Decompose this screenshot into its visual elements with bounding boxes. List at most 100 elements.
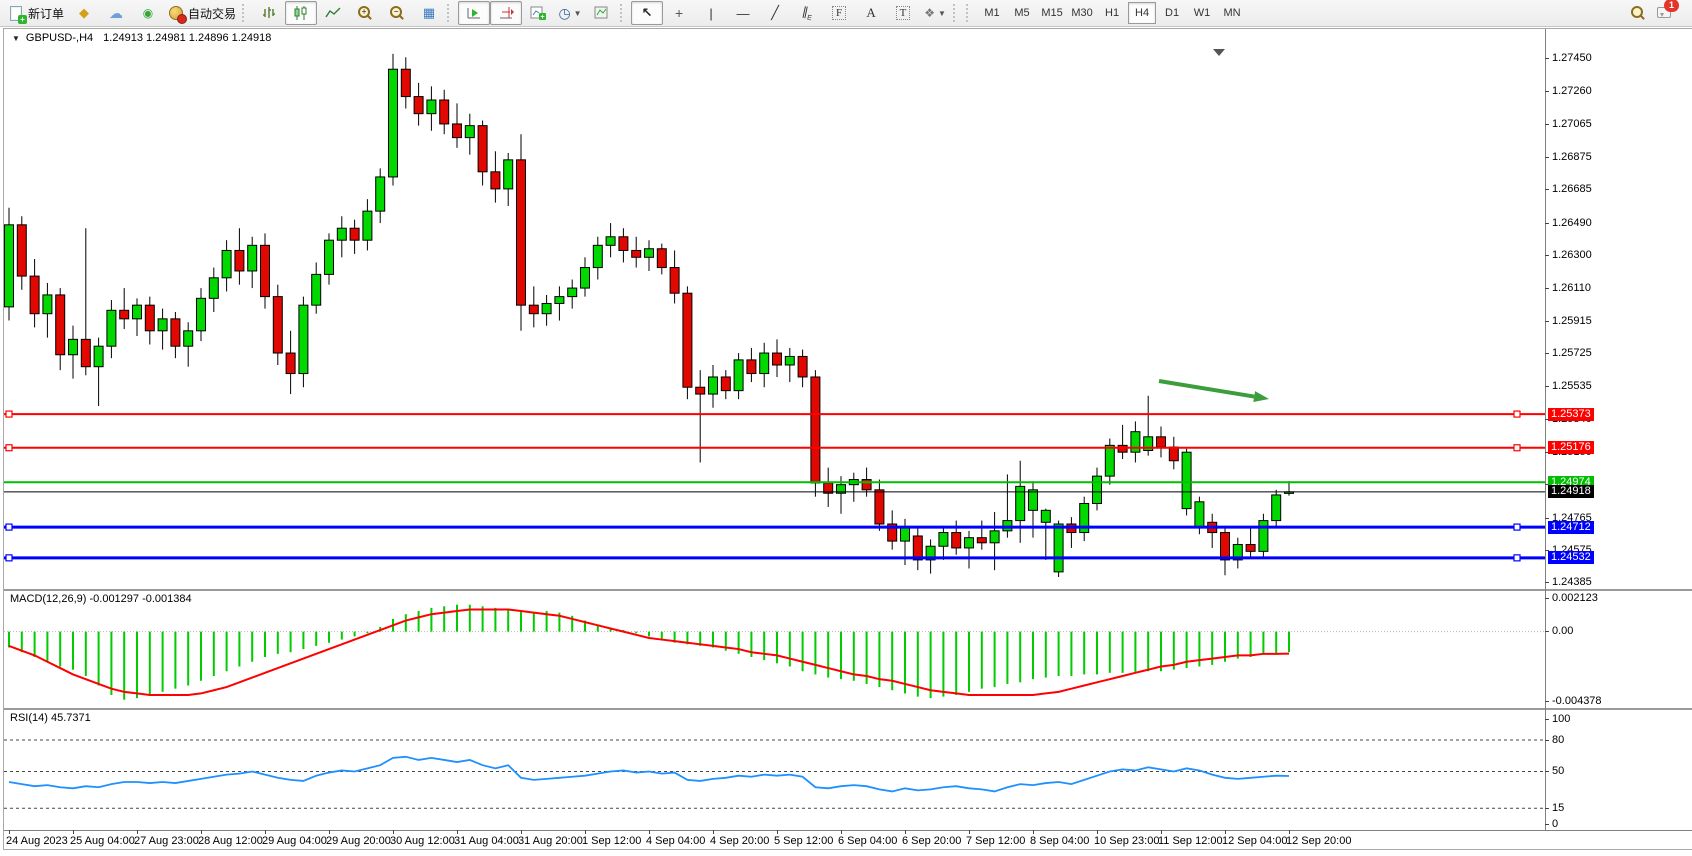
macd-pane[interactable] bbox=[4, 591, 1545, 708]
candle bbox=[695, 386, 706, 395]
rsi-pane[interactable] bbox=[4, 710, 1545, 828]
chart-ohlc-values: 1.24913 1.24981 1.24896 1.24918 bbox=[103, 32, 272, 44]
auto-scroll-button[interactable] bbox=[458, 1, 491, 25]
time-axis-tick: 12 Sep 04:00 bbox=[1222, 835, 1288, 847]
rsi-axis-tick: 15 bbox=[1552, 801, 1565, 814]
tile-windows-button[interactable]: ▦ bbox=[422, 5, 436, 20]
candle bbox=[298, 304, 309, 375]
candle bbox=[221, 249, 232, 279]
toolbar-separator bbox=[620, 4, 626, 22]
time-axis[interactable]: 24 Aug 2023 25 Aug 04:00 27 Aug 23:00 28 Au… bbox=[4, 830, 1692, 848]
candle bbox=[29, 275, 40, 315]
auto-trading-button[interactable]: 自动交易 bbox=[164, 1, 240, 25]
candle bbox=[989, 530, 1000, 544]
timeframe-m15-button[interactable]: M15 bbox=[1041, 7, 1063, 19]
pane-separator-macd[interactable] bbox=[4, 589, 1692, 591]
equidistant-channel-button[interactable]: ∥E bbox=[800, 3, 812, 23]
timeframe-toolbar: M1 M5 M15 M30 H1 H4 D1 W1 MN bbox=[964, 2, 1247, 24]
news-feed-button[interactable]: ◉ bbox=[142, 6, 154, 20]
fibonacci-button[interactable]: F bbox=[823, 1, 855, 25]
crosshair-button[interactable]: + bbox=[674, 5, 684, 21]
candle bbox=[720, 376, 731, 392]
price-pane[interactable] bbox=[4, 47, 1545, 589]
candle bbox=[452, 123, 462, 139]
search-icon[interactable] bbox=[1630, 5, 1646, 21]
candle bbox=[1245, 544, 1256, 552]
candle bbox=[580, 267, 590, 289]
candle bbox=[336, 227, 347, 241]
candle bbox=[1040, 509, 1051, 523]
candle bbox=[119, 309, 130, 320]
price-axis-tick: 1.25915 bbox=[1552, 314, 1592, 327]
chart-shift-marker[interactable] bbox=[1213, 49, 1225, 56]
pane-separator-rsi[interactable] bbox=[4, 708, 1692, 710]
candlestick-mode-button[interactable] bbox=[285, 1, 318, 25]
rsi-axis-tick: 0 bbox=[1552, 817, 1559, 830]
time-axis-tick: 4 Sep 20:00 bbox=[710, 835, 770, 847]
candle bbox=[324, 239, 334, 275]
timeframe-h4-button[interactable]: H4 bbox=[1128, 2, 1157, 24]
new-chart-button[interactable]: +▼ bbox=[522, 1, 554, 25]
templates-button[interactable]: ▼ bbox=[586, 1, 618, 25]
zoom-in-button[interactable]: + bbox=[349, 1, 381, 25]
candle bbox=[1168, 446, 1179, 462]
candle bbox=[106, 309, 117, 347]
chart-profile-button[interactable]: ◆ bbox=[79, 5, 90, 20]
toolbar-separator bbox=[953, 4, 959, 22]
candle bbox=[951, 532, 962, 549]
candle bbox=[260, 244, 270, 298]
time-axis-tick: 31 Aug 20:00 bbox=[518, 835, 583, 847]
candle bbox=[144, 304, 155, 332]
price-tag-1.24712: 1.24712 bbox=[1548, 520, 1594, 534]
cursor-button[interactable]: ↖ bbox=[631, 1, 664, 25]
candle bbox=[234, 249, 245, 272]
periods-button[interactable]: ◷ ▼ bbox=[558, 4, 582, 21]
text-tool-button[interactable]: A bbox=[866, 5, 876, 20]
candle bbox=[490, 171, 501, 190]
candle bbox=[541, 302, 552, 315]
trendline-tool-button[interactable]: ╱ bbox=[771, 5, 779, 20]
shapes-button[interactable]: ❖ ▼ bbox=[924, 6, 946, 20]
candle bbox=[746, 359, 757, 375]
candle bbox=[925, 545, 936, 561]
timeframe-m1-button[interactable]: M1 bbox=[984, 7, 1000, 19]
candle bbox=[132, 304, 142, 320]
timeframe-h1-button[interactable]: H1 bbox=[1105, 7, 1120, 19]
macd-axis-tick: -0.004378 bbox=[1552, 694, 1602, 707]
candle bbox=[439, 99, 450, 125]
line-chart-mode-button[interactable] bbox=[317, 1, 349, 25]
time-axis-tick: 30 Aug 12:00 bbox=[390, 835, 455, 847]
candle bbox=[400, 68, 411, 98]
candle bbox=[247, 244, 258, 272]
timeframe-w1-button[interactable]: W1 bbox=[1193, 7, 1211, 19]
candle bbox=[183, 330, 194, 347]
zoom-out-button[interactable]: − bbox=[381, 1, 413, 25]
new-order-button[interactable]: + 新订单 bbox=[4, 1, 68, 25]
vertical-line-tool-button[interactable]: | bbox=[709, 5, 713, 21]
chevron-down-icon[interactable]: ▼ bbox=[12, 33, 20, 43]
time-axis-tick: 7 Sep 12:00 bbox=[966, 835, 1026, 847]
candle bbox=[900, 526, 910, 542]
candle bbox=[1028, 489, 1038, 511]
label-tool-button[interactable]: T bbox=[887, 1, 919, 25]
time-axis-tick: 6 Sep 20:00 bbox=[902, 835, 962, 847]
candle bbox=[55, 294, 66, 356]
price-axis-tick: 1.26875 bbox=[1552, 150, 1592, 163]
community-button[interactable]: ☁ bbox=[109, 4, 124, 21]
timeframe-mn-button[interactable]: MN bbox=[1223, 7, 1241, 19]
horizontal-line-tool-button[interactable]: — bbox=[736, 5, 750, 21]
bar-chart-mode-button[interactable] bbox=[253, 1, 285, 25]
trend-arrow-annotation[interactable] bbox=[1158, 379, 1269, 403]
notifications-icon[interactable]: 1 bbox=[1656, 0, 1679, 21]
time-axis-tick: 27 Aug 23:00 bbox=[134, 835, 199, 847]
timeframe-m5-button[interactable]: M5 bbox=[1014, 7, 1030, 19]
price-tag-1.24532: 1.24532 bbox=[1548, 551, 1594, 565]
price-axis-tick: 1.25535 bbox=[1552, 379, 1592, 392]
candle bbox=[554, 296, 565, 304]
timeframe-m30-button[interactable]: M30 bbox=[1071, 7, 1093, 19]
timeframe-d1-button[interactable]: D1 bbox=[1165, 7, 1180, 19]
chart-shift-button[interactable] bbox=[490, 1, 523, 25]
time-axis-tick: 11 Sep 12:00 bbox=[1158, 835, 1223, 847]
price-tag-1.25373: 1.25373 bbox=[1548, 407, 1594, 421]
